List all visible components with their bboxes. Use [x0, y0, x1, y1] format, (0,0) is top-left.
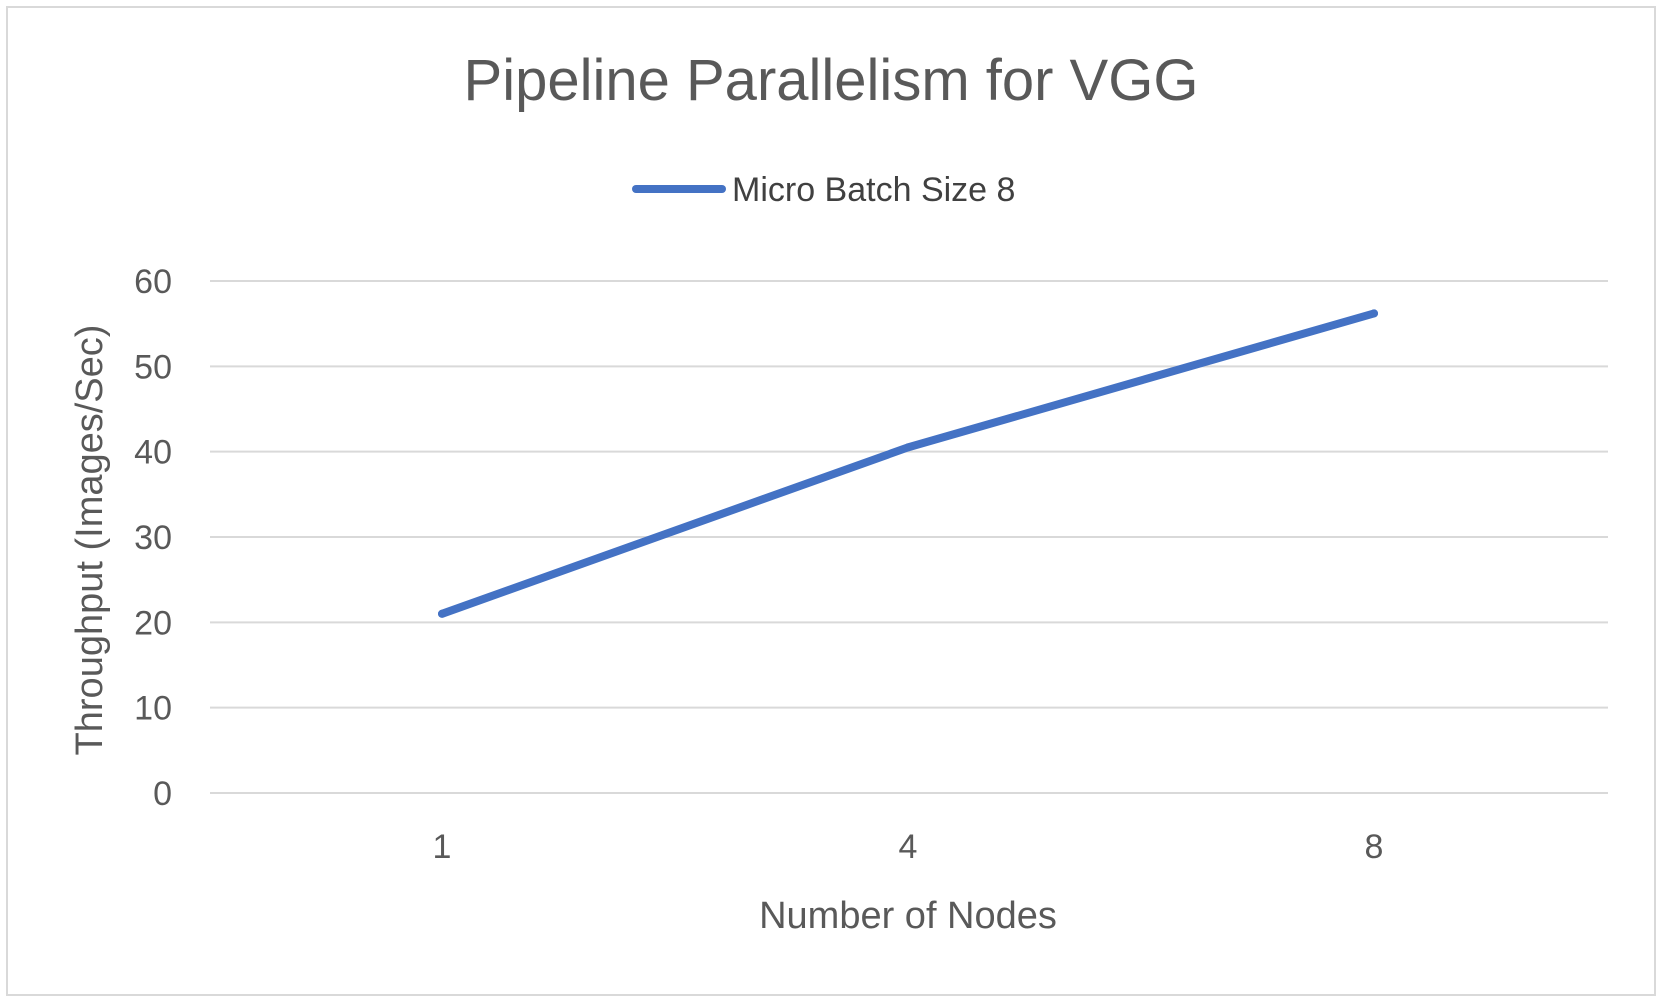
chart-title: Pipeline Parallelism for VGG	[464, 48, 1199, 113]
y-tick-label: 0	[153, 775, 172, 813]
y-axis-label: Throughput (Images/Sec)	[69, 325, 111, 756]
data-point	[1370, 309, 1378, 318]
y-axis-ticks: 0 10 20 30 40 50 60	[134, 263, 172, 813]
x-tick-label: 4	[899, 828, 918, 866]
data-point	[438, 609, 446, 618]
gridlines	[210, 280, 1608, 794]
x-axis-label: Number of Nodes	[759, 895, 1057, 937]
series-line-0	[438, 309, 1378, 618]
x-tick-label: 1	[433, 828, 452, 866]
series-layer	[438, 309, 1378, 618]
y-tick-label: 10	[134, 690, 172, 728]
y-tick-label: 50	[134, 348, 172, 386]
x-tick-label: 8	[1365, 828, 1384, 866]
legend-label: Micro Batch Size 8	[732, 171, 1015, 209]
y-tick-label: 60	[134, 263, 172, 301]
y-tick-label: 30	[134, 519, 172, 557]
y-tick-label: 20	[134, 604, 172, 642]
legend: Micro Batch Size 8	[632, 171, 1015, 209]
x-axis-ticks: 1 4 8	[433, 828, 1384, 866]
data-point	[904, 443, 912, 452]
chart-frame	[6, 6, 1656, 996]
y-tick-label: 40	[134, 434, 172, 472]
